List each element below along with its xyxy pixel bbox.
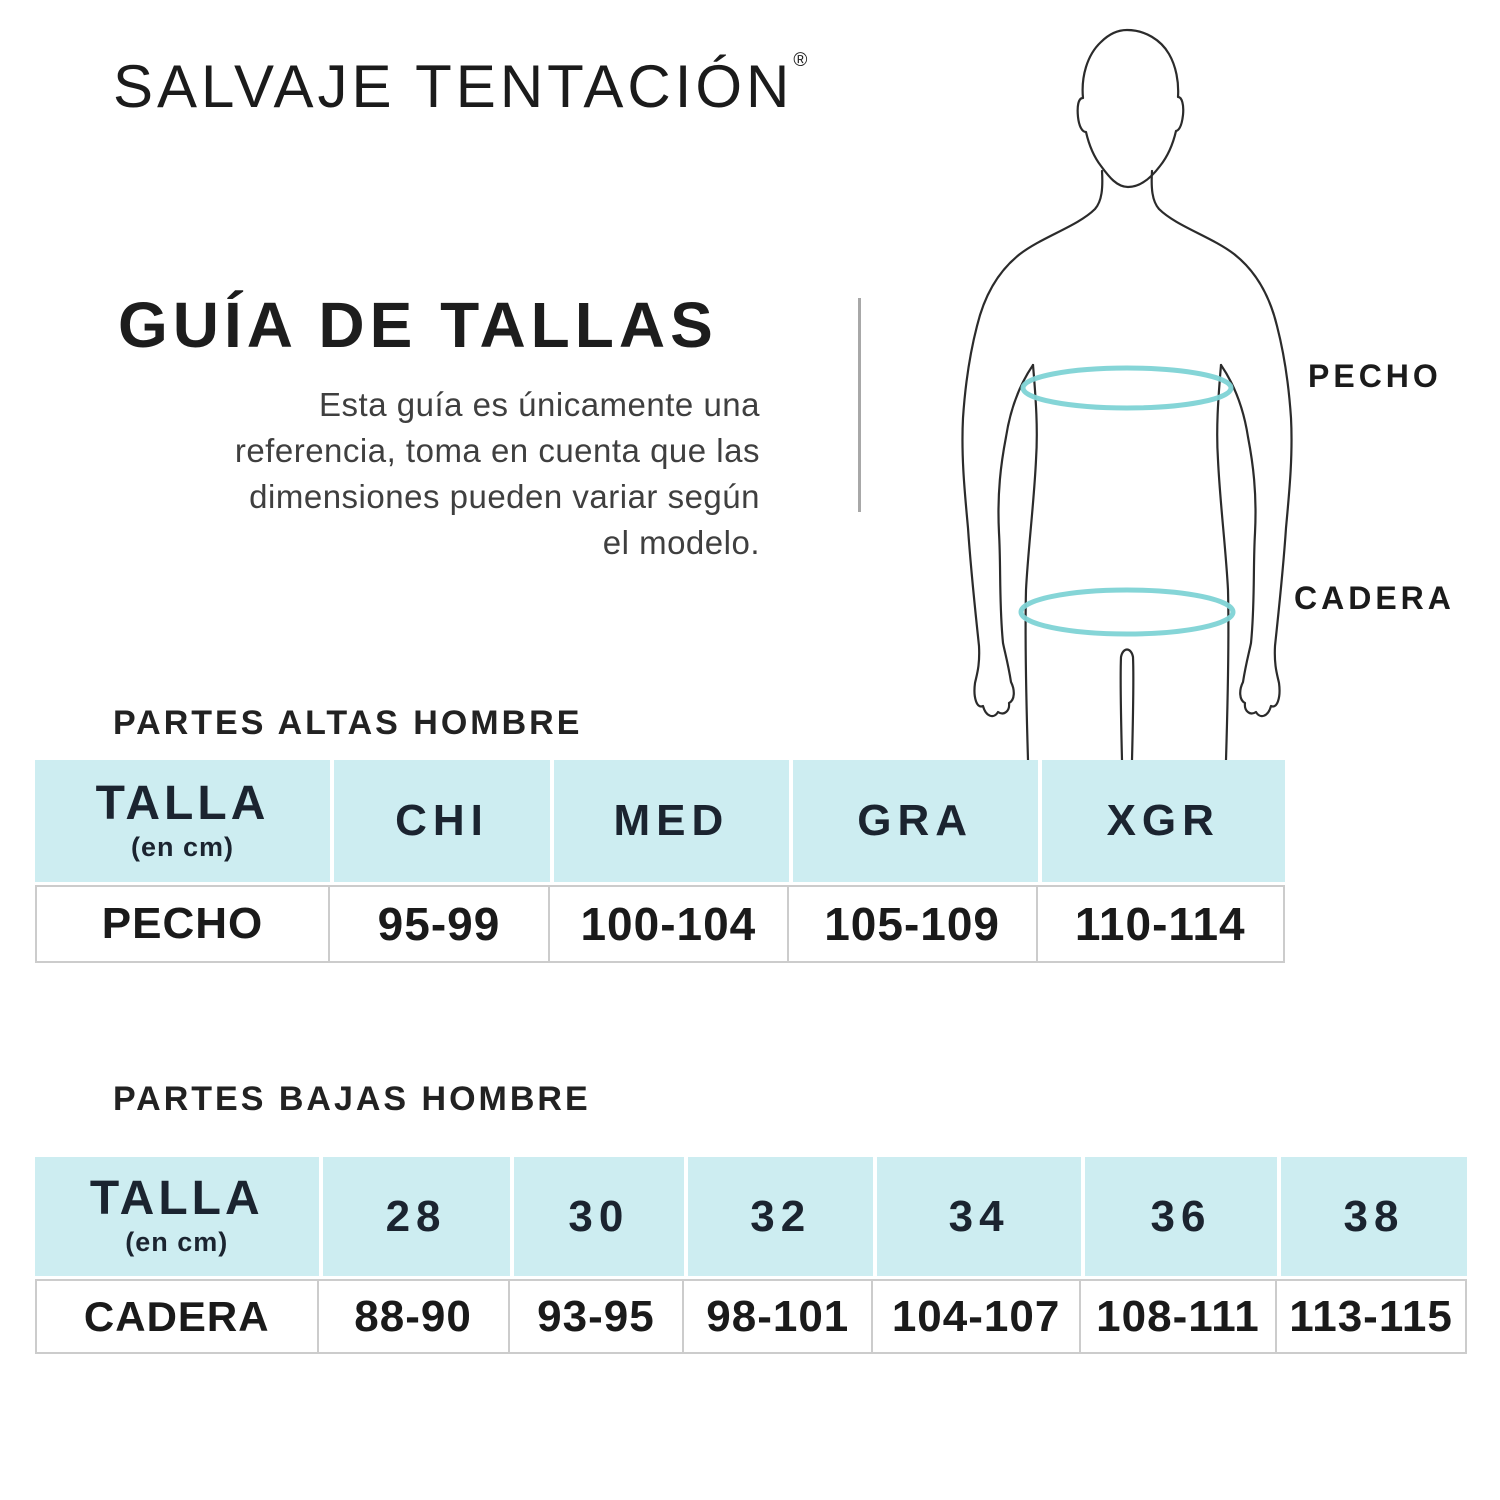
talla-label: TALLA xyxy=(89,1172,264,1225)
bottoms-header-32: 32 xyxy=(684,1157,874,1276)
hip-measure-line xyxy=(1018,587,1236,637)
bottoms-value-38: 113-115 xyxy=(1277,1279,1467,1354)
bottoms-header-30: 30 xyxy=(509,1157,685,1276)
tops-value-med: 100-104 xyxy=(550,885,789,963)
tops-table-data-row: PECHO 95-99 100-104 105-109 110-114 xyxy=(35,885,1285,963)
bottoms-header-talla-cell: TALLA (en cm) xyxy=(35,1157,319,1276)
tops-header-talla-cell: TALLA (en cm) xyxy=(35,760,330,882)
right-torso-outline xyxy=(1216,363,1230,762)
tops-header-chi: CHI xyxy=(330,760,550,882)
registered-trademark-symbol: ® xyxy=(793,50,808,71)
talla-unit: (en cm) xyxy=(130,831,235,862)
talla-label: TALLA xyxy=(95,776,270,830)
tops-section-title: PARTES ALTAS HOMBRE xyxy=(113,704,583,742)
bottoms-section-title: PARTES BAJAS HOMBRE xyxy=(113,1080,591,1118)
left-torso-outline xyxy=(1024,363,1038,762)
tops-header-med: MED xyxy=(550,760,789,882)
hip-label: CADERA xyxy=(1294,580,1455,616)
brand-wordmark: SALVAJE TENTACIÓN® xyxy=(113,50,808,121)
guide-description: Esta guía es únicamente una referencia, … xyxy=(234,386,760,561)
bottoms-value-34: 104-107 xyxy=(873,1279,1081,1354)
tops-value-chi: 95-99 xyxy=(330,885,550,963)
head-outline xyxy=(1076,28,1185,189)
male-body-illustration xyxy=(950,25,1310,762)
bottoms-size-table: TALLA (en cm) 28 30 32 34 36 38 CADERA 8… xyxy=(35,1157,1467,1354)
page-title: GUÍA DE TALLAS xyxy=(118,289,718,361)
bottoms-table-header-row: TALLA (en cm) 28 30 32 34 36 38 xyxy=(35,1157,1467,1276)
tops-value-gra: 105-109 xyxy=(788,885,1038,963)
bottoms-value-30: 93-95 xyxy=(509,1279,685,1354)
tops-size-table: TALLA (en cm) CHI MED GRA XGR PECHO 95-9… xyxy=(35,760,1285,963)
bottoms-header-38: 38 xyxy=(1277,1157,1467,1276)
bottoms-header-34: 34 xyxy=(873,1157,1081,1276)
left-arm-outline xyxy=(961,169,1104,718)
bottoms-header-28: 28 xyxy=(318,1157,510,1276)
tops-table-header-row: TALLA (en cm) CHI MED GRA XGR xyxy=(35,760,1285,882)
tops-header-xgr: XGR xyxy=(1037,760,1285,882)
vertical-divider xyxy=(858,298,861,512)
bottoms-value-28: 88-90 xyxy=(318,1279,510,1354)
right-arm-outline xyxy=(1150,169,1293,718)
bottoms-table-data-row: CADERA 88-90 93-95 98-101 104-107 108-11… xyxy=(35,1279,1467,1354)
tops-header-gra: GRA xyxy=(788,760,1038,882)
brand-name: SALVAJE TENTACIÓN xyxy=(113,53,794,120)
bottoms-header-36: 36 xyxy=(1080,1157,1278,1276)
bottoms-value-32: 98-101 xyxy=(684,1279,874,1354)
bottoms-row-label: CADERA xyxy=(35,1279,319,1354)
chest-label: PECHO xyxy=(1308,358,1442,394)
chest-measure-line xyxy=(1020,365,1234,411)
inner-leg-line xyxy=(1119,648,1135,762)
bottoms-value-36: 108-111 xyxy=(1080,1279,1278,1354)
tops-value-xgr: 110-114 xyxy=(1037,885,1285,963)
tops-row-label: PECHO xyxy=(35,885,330,963)
talla-unit: (en cm) xyxy=(125,1227,229,1257)
male-body-outline-svg xyxy=(961,28,1293,762)
